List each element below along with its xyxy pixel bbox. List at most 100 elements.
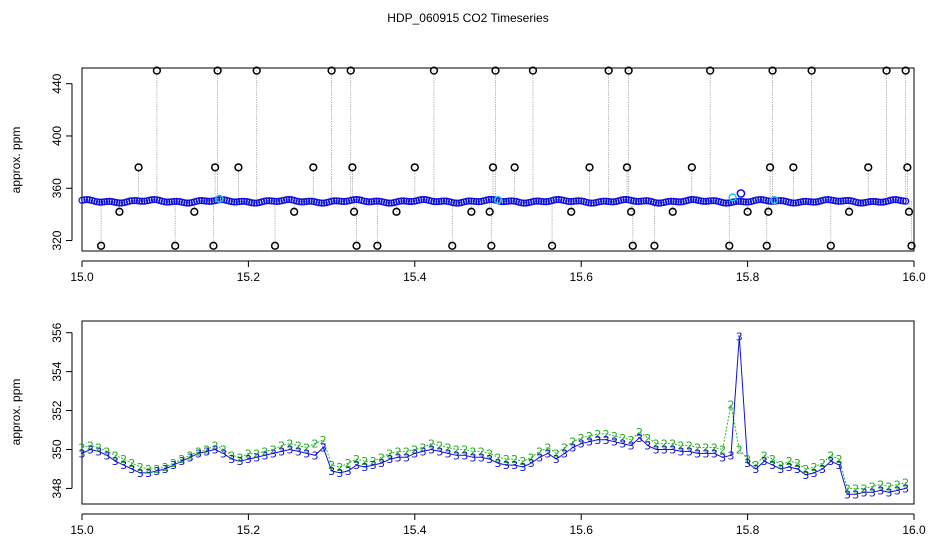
series-2-marker-3: 2 <box>103 445 110 458</box>
series-3-marker-36: 3 <box>378 457 385 470</box>
series-3-marker-67: 3 <box>636 432 643 445</box>
baseline-point-62 <box>233 198 241 206</box>
series-2-marker-38: 2 <box>395 445 402 458</box>
baseline-point-184 <box>537 197 545 206</box>
baseline-point-23 <box>135 197 144 205</box>
top-panel-y-tick-label-0: 320 <box>50 230 64 250</box>
series-2-marker-76: 2 <box>711 442 718 455</box>
series-3-marker-52: 3 <box>511 459 518 472</box>
series-3-marker-51: 3 <box>503 459 510 472</box>
series-2-marker-74: 2 <box>694 442 701 455</box>
series-2-marker-7: 2 <box>137 461 144 474</box>
baseline-point-226 <box>642 197 650 205</box>
series-3-marker-32: 3 <box>345 465 352 478</box>
baseline-point-211 <box>605 197 613 206</box>
baseline-point-89 <box>300 198 308 206</box>
series-2-marker-96: 2 <box>877 479 884 492</box>
series-2-marker-17: 2 <box>220 443 227 456</box>
baseline-point-191 <box>555 195 563 204</box>
series-3-marker-75: 3 <box>703 447 710 460</box>
baseline-point-305 <box>839 197 847 205</box>
baseline-point-35 <box>165 198 173 206</box>
baseline-point-90 <box>303 197 311 206</box>
series-3-marker-60: 3 <box>578 438 585 451</box>
baseline-point-63 <box>235 197 243 206</box>
outlier-point-47 <box>765 163 775 172</box>
series-2-marker-9: 2 <box>153 463 160 476</box>
baseline-point-293 <box>809 198 817 206</box>
series-2-marker-51: 2 <box>503 453 510 466</box>
baseline-point-20 <box>128 197 136 205</box>
baseline-point-289 <box>799 197 807 206</box>
series-3-marker-55: 3 <box>536 451 543 464</box>
series-2-marker-6: 2 <box>128 457 135 470</box>
top-panel-outlier-markers <box>96 66 916 250</box>
top-panel-x-tick-label-4: 15.8 <box>736 270 760 284</box>
series-3-marker-14: 3 <box>195 447 202 460</box>
series-3-marker-85: 3 <box>786 461 793 474</box>
baseline-point-238 <box>672 198 680 206</box>
outlier-point-38 <box>628 241 637 250</box>
top-panel-x-tick-label-2: 15.4 <box>403 270 427 284</box>
baseline-point-240 <box>677 198 685 206</box>
series-2-marker-15: 2 <box>203 443 210 456</box>
series-3-marker-22: 3 <box>262 449 269 462</box>
baseline-point-95 <box>315 199 323 207</box>
baseline-point-249 <box>699 197 708 205</box>
outlier-point-17 <box>349 207 359 216</box>
baseline-point-131 <box>405 197 413 206</box>
baseline-point-326 <box>892 196 900 204</box>
series-2-marker-11: 2 <box>170 457 177 470</box>
baseline-point-115 <box>365 198 373 206</box>
baseline-point-82 <box>283 196 291 204</box>
outlier-point-40 <box>668 207 677 216</box>
figure-title: HDP_060915 CO2 Timeseries <box>387 11 548 25</box>
bottom-panel-x-tick-label-1: 15.2 <box>237 523 261 537</box>
top-panel-y-tick-label-1: 360 <box>50 178 64 198</box>
series-3-marker-31: 3 <box>336 467 343 480</box>
series-2-marker-31: 2 <box>336 461 343 474</box>
series-3-marker-68: 3 <box>644 440 651 453</box>
baseline-point-291 <box>804 197 812 206</box>
baseline-point-91 <box>305 197 313 205</box>
outlier-point-16 <box>348 163 357 172</box>
series-2-marker-49: 2 <box>486 447 493 460</box>
outlier-point-9 <box>234 163 243 172</box>
series-3-marker-49: 3 <box>486 453 493 466</box>
series-2-marker-52: 2 <box>511 453 518 466</box>
series-3-marker-9: 3 <box>153 465 160 478</box>
series-2-marker-2: 2 <box>95 442 102 455</box>
series-2-marker-45: 2 <box>453 443 460 456</box>
baseline-point-105 <box>340 197 348 206</box>
series-3-marker-19: 3 <box>237 455 244 468</box>
bottom-panel-frame <box>81 320 915 505</box>
series-2-marker-90: 2 <box>827 449 834 462</box>
series-2-marker-22: 2 <box>262 445 269 458</box>
baseline-point-102 <box>332 197 341 205</box>
baseline-point-145 <box>440 197 448 205</box>
outlier-point-37 <box>626 207 636 216</box>
series-2-marker-61: 2 <box>586 430 593 443</box>
baseline-point-217 <box>620 196 628 204</box>
baseline-point-306 <box>842 196 850 205</box>
baseline-point-304 <box>837 197 845 205</box>
baseline-point-237 <box>669 197 678 205</box>
baseline-point-316 <box>867 197 875 206</box>
baseline-point-158 <box>472 197 480 206</box>
baseline-point-61 <box>230 198 238 206</box>
series-2-marker-87: 2 <box>802 463 809 476</box>
series-3-marker-56: 3 <box>544 447 551 460</box>
series-3-marker-57: 3 <box>553 453 560 466</box>
baseline-point-196 <box>567 197 575 206</box>
series-3-marker-93: 3 <box>852 488 859 501</box>
baseline-point-197 <box>570 197 578 205</box>
outlier-point-32 <box>567 207 576 216</box>
baseline-point-109 <box>350 196 358 204</box>
baseline-point-181 <box>530 197 538 205</box>
baseline-point-170 <box>502 197 510 206</box>
series-2-marker-98: 2 <box>894 479 901 492</box>
series-2-marker-66: 2 <box>628 434 635 447</box>
series-2-marker-24: 2 <box>278 440 285 453</box>
series-3-marker-70: 3 <box>661 443 668 456</box>
baseline-point-96 <box>318 199 326 207</box>
